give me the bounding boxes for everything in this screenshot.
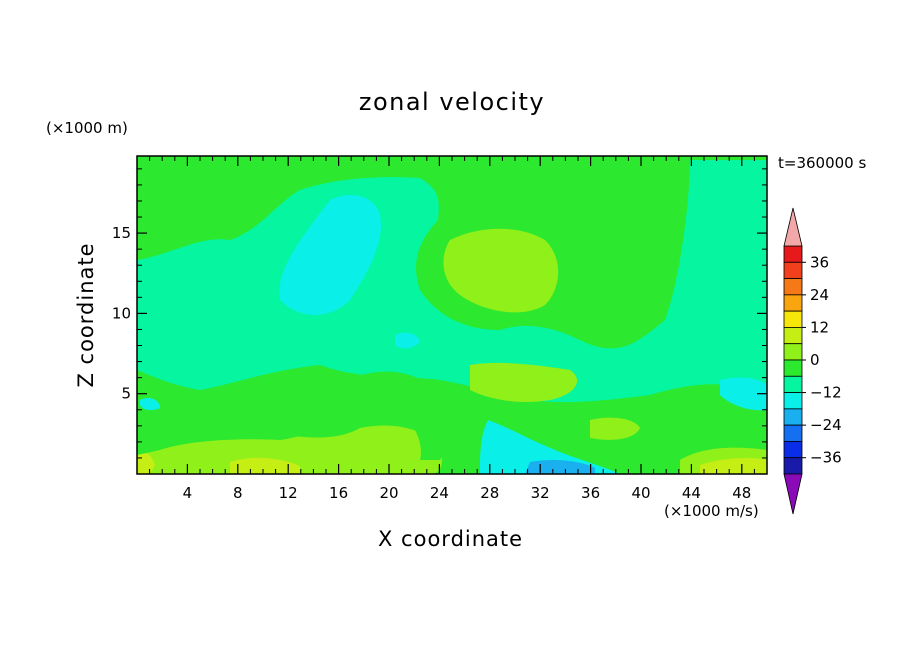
y-tick-label: 15 (112, 224, 131, 242)
colorbar-level (783, 278, 803, 296)
y-tick-label: 10 (112, 304, 131, 322)
colorbar-tick-label: −36 (810, 449, 842, 467)
contour-region-neg12-e (140, 397, 160, 411)
contour-region-pos0-a (443, 228, 559, 313)
time-label: t=360000 s (778, 154, 867, 172)
colorbar-tick-label: 24 (810, 286, 829, 304)
x-tick-label: 48 (732, 484, 751, 502)
colorbar-tick-label: 12 (810, 318, 829, 336)
contour-region-pos6-c (137, 451, 155, 474)
colorbar-tick-label: 36 (810, 253, 829, 271)
contour-region-pos6-a (230, 457, 300, 474)
contour-region-neg12-d (395, 332, 420, 349)
colorbar-under-triangle (783, 473, 803, 515)
colorbar-tick-label: 0 (810, 351, 820, 369)
colorbar-level (783, 441, 803, 459)
chart-title: zonal velocity (358, 88, 546, 116)
x-tick-label: 16 (329, 484, 348, 502)
colorbar-tick-label: −24 (810, 416, 842, 434)
contour-region-neg0-streak (137, 371, 450, 460)
contour-region-neg12-a (279, 195, 381, 315)
colorbar-level (783, 392, 803, 410)
colorbar-level (783, 343, 803, 361)
y-axis-unit: (×1000 m) (46, 119, 128, 137)
contour-region-pos0-b (470, 362, 578, 402)
x-axis-unit: (×1000 m/s) (664, 502, 759, 520)
contour-field (137, 156, 767, 474)
colorbar-level (783, 245, 803, 263)
colorbar-level (783, 294, 803, 312)
colorbar-tick-label: −12 (810, 384, 842, 402)
x-tick-label: 28 (480, 484, 499, 502)
colorbar-level (783, 408, 803, 426)
x-tick-label: 20 (379, 484, 398, 502)
colorbar-level (783, 261, 803, 279)
x-tick-label: 40 (631, 484, 650, 502)
contour-region-neg12-c (720, 377, 767, 411)
x-tick-label: 12 (279, 484, 298, 502)
x-tick-label: 32 (531, 484, 550, 502)
colorbar-level (783, 359, 803, 377)
x-tick-label: 44 (682, 484, 701, 502)
colorbar-level (783, 310, 803, 328)
colorbar-level (783, 457, 803, 475)
colorbar-level (783, 375, 803, 393)
x-tick-label: 4 (183, 484, 193, 502)
colorbar-level (783, 424, 803, 442)
colorbar-over-triangle (783, 207, 803, 247)
contour-region-neg12-b (480, 420, 620, 474)
colorbar-level (783, 327, 803, 345)
x-tick-label: 36 (581, 484, 600, 502)
x-tick-label: 24 (430, 484, 449, 502)
x-tick-label: 8 (233, 484, 243, 502)
contour-region-neg6 (137, 160, 767, 403)
y-tick-label: 5 (121, 385, 131, 403)
contour-region-pos0-c (590, 417, 640, 440)
x-axis-label: X coordinate (378, 527, 524, 551)
